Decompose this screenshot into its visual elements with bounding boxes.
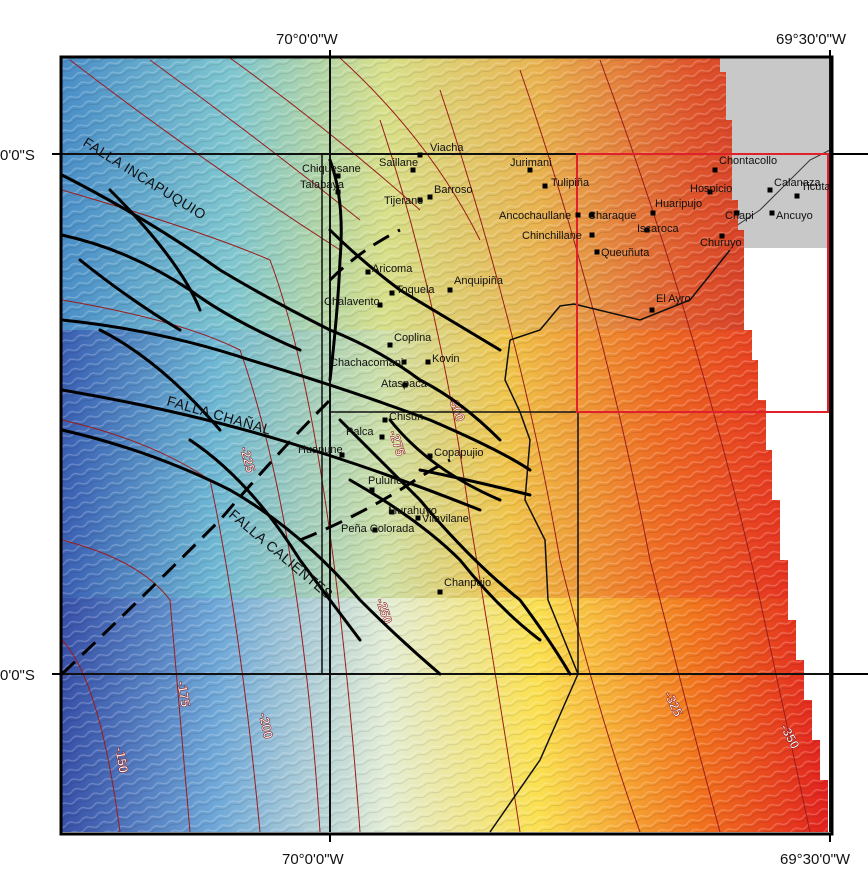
town-label: Chinchillane: [522, 230, 582, 242]
coord-left-bottom: 0'0"S: [0, 667, 35, 684]
contour-lines: [61, 57, 811, 833]
town-label: Churuyo: [700, 237, 742, 249]
town-label: Talabaya: [300, 179, 345, 191]
town-label: Chisun: [389, 411, 423, 423]
town-marker: [387, 342, 393, 348]
town-marker: [707, 189, 713, 195]
town-marker: [335, 173, 341, 179]
town-label: Huaripujo: [655, 198, 702, 210]
highlight-box: [576, 153, 829, 413]
town-marker: [372, 527, 378, 533]
coord-left-top: 0'0"S: [0, 147, 35, 164]
town-label: Viacha: [430, 142, 464, 154]
town-marker: [650, 210, 656, 216]
town-marker: [542, 183, 548, 189]
town-marker: [447, 287, 453, 293]
town-label: Jurimani: [510, 157, 552, 169]
town-label: Ticuta: [801, 181, 831, 193]
town-marker: [410, 167, 416, 173]
town-marker: [712, 167, 718, 173]
town-label: Kovin: [432, 353, 460, 365]
town-marker: [365, 269, 371, 275]
town-marker: [719, 233, 725, 239]
town-marker: [767, 187, 773, 193]
town-marker: [575, 212, 581, 218]
town-marker: [415, 515, 421, 521]
town-marker: [527, 167, 533, 173]
contour-labels: -150 -175 -200 -225 -250 -275 -300 -325 …: [112, 394, 803, 775]
contour-label: -225: [237, 445, 258, 474]
coord-top-right: 69°30'0"W: [776, 31, 847, 48]
town-label: Chapi: [725, 210, 754, 222]
town-label: Huanune: [298, 444, 343, 456]
town-marker: [425, 359, 431, 365]
town-label: Chachacomani: [330, 357, 403, 369]
town-marker: [389, 509, 395, 515]
town-marker: [335, 189, 341, 195]
town-marker: [794, 193, 800, 199]
town-marker: [649, 307, 655, 313]
town-marker: [769, 210, 775, 216]
town-markers: Viacha Saillane Chiquesane Talabaya Tijerane…: [298, 142, 831, 595]
fault-lines: [60, 158, 572, 676]
town-marker: [427, 453, 433, 459]
town-label: Chontacollo: [719, 155, 777, 167]
town-label: Chiquesane: [302, 163, 361, 175]
coord-top-left: 70°0'0"W: [276, 31, 339, 48]
town-label: Copapujio: [434, 447, 484, 459]
town-marker: [437, 589, 443, 595]
relief-layer: [62, 58, 828, 832]
town-label: Peña Colorada: [341, 523, 415, 535]
town-marker: [417, 197, 423, 203]
town-label: Queuñuta: [601, 247, 650, 259]
town-label: Coplina: [394, 332, 432, 344]
town-marker: [644, 227, 650, 233]
town-label: Anquipiña: [454, 275, 504, 287]
town-label: Pulune: [368, 475, 402, 487]
town-marker: [594, 249, 600, 255]
town-marker: [417, 152, 423, 158]
town-marker: [382, 417, 388, 423]
town-label: Iscaroca: [637, 223, 679, 235]
town-label: Aricoma: [372, 263, 413, 275]
inferred-faults: [60, 228, 451, 676]
town-marker: [402, 382, 408, 388]
town-label: El Ayro: [656, 293, 691, 305]
town-marker: [369, 487, 375, 493]
town-label: Toquela: [396, 284, 435, 296]
town-marker: [589, 212, 595, 218]
town-label: Barroso: [434, 184, 473, 196]
contour-label: -175: [174, 680, 193, 708]
town-label: Charaque: [588, 210, 636, 222]
town-marker: [734, 210, 740, 216]
quadrangle-grid: [62, 58, 860, 832]
town-marker: [427, 194, 433, 200]
town-label: Chanpujo: [444, 577, 491, 589]
town-label: Ancuyo: [776, 210, 813, 222]
town-label: Tijerane: [384, 195, 423, 207]
town-label: Calanaza: [774, 177, 821, 189]
town-label: Ancochaullane: [499, 210, 571, 222]
town-marker: [589, 232, 595, 238]
town-label: Tulipiña: [551, 177, 590, 189]
town-marker: [339, 452, 345, 458]
town-marker: [377, 302, 383, 308]
map-frame: [59, 55, 834, 836]
town-label: Chalavento: [324, 296, 380, 308]
frame-ticks: [52, 50, 868, 842]
coord-bottom-right: 69°30'0"W: [780, 851, 851, 868]
town-label: Vilavilane: [422, 513, 469, 525]
town-label: Hospicio: [690, 183, 732, 195]
town-label: Saillane: [379, 157, 418, 169]
coord-bottom-left: 70°0'0"W: [282, 851, 345, 868]
contour-label: -200: [256, 712, 276, 741]
town-label: Ataspaca: [381, 378, 428, 390]
town-marker: [401, 359, 407, 365]
town-label: Murahuyo: [388, 505, 437, 517]
town-marker: [389, 290, 395, 296]
contour-label: -150: [112, 746, 131, 774]
town-marker: [379, 434, 385, 440]
town-label: Palca: [346, 426, 374, 438]
